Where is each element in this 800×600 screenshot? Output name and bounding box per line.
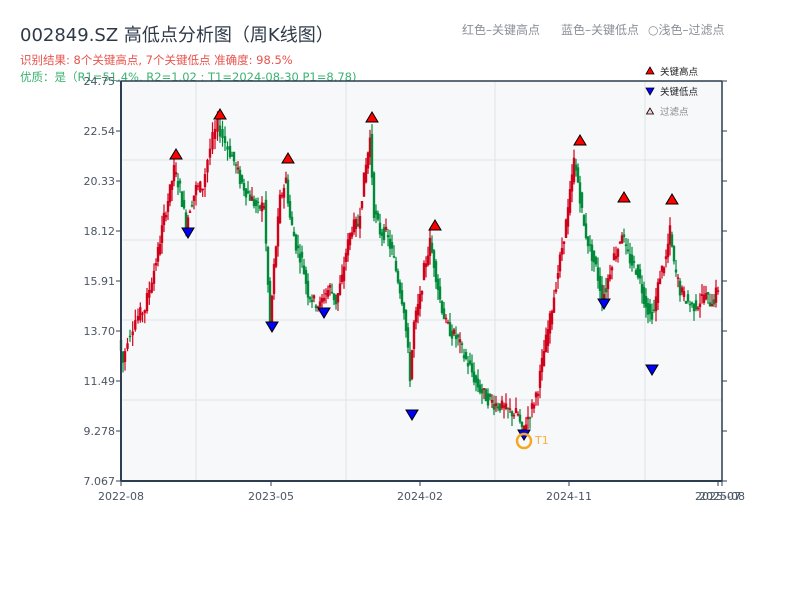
svg-text:2025-08: 2025-08 — [699, 490, 745, 503]
svg-text:2024-11: 2024-11 — [546, 490, 592, 503]
axes: 24.75 22.54 20.33 18.12 15.91 13.70 11.49 9.278… — [84, 75, 745, 503]
pivot-markers: T1 — [169, 108, 679, 450]
svg-text:24.75: 24.75 — [84, 75, 116, 88]
grid-lines — [121, 81, 722, 481]
legend-note-red: 红色–关键高点 — [462, 23, 541, 37]
svg-text:2024-02: 2024-02 — [397, 490, 443, 503]
svg-text:15.91: 15.91 — [84, 275, 116, 288]
legend-note-light: ○浅色–过滤点 — [648, 23, 725, 37]
svg-text:T1: T1 — [534, 434, 549, 447]
svg-text:关键高点: 关键高点 — [660, 66, 699, 78]
svg-text:13.70: 13.70 — [84, 325, 116, 338]
svg-text:2023-05: 2023-05 — [248, 490, 294, 503]
svg-text:9.278: 9.278 — [84, 425, 116, 438]
plot-area — [121, 81, 722, 481]
svg-text:过滤点: 过滤点 — [660, 106, 689, 118]
svg-text:关键低点: 关键低点 — [660, 86, 699, 98]
candles — [119, 111, 720, 437]
svg-text:7.067: 7.067 — [84, 475, 116, 488]
svg-text:18.12: 18.12 — [84, 225, 116, 238]
svg-text:2025-07: 2025-07 — [695, 490, 741, 503]
svg-text:20.33: 20.33 — [84, 175, 116, 188]
svg-text:11.49: 11.49 — [84, 375, 116, 388]
svg-text:2022-08: 2022-08 — [98, 490, 144, 503]
result-summary: 识别结果: 8个关键高点, 7个关键低点 准确度: 98.5% — [20, 53, 293, 67]
svg-text:22.54: 22.54 — [84, 125, 116, 138]
chart-title: 002849.SZ 高低点分析图（周K线图） — [20, 25, 334, 46]
legend-note-blue: 蓝色–关键低点 — [561, 23, 640, 37]
